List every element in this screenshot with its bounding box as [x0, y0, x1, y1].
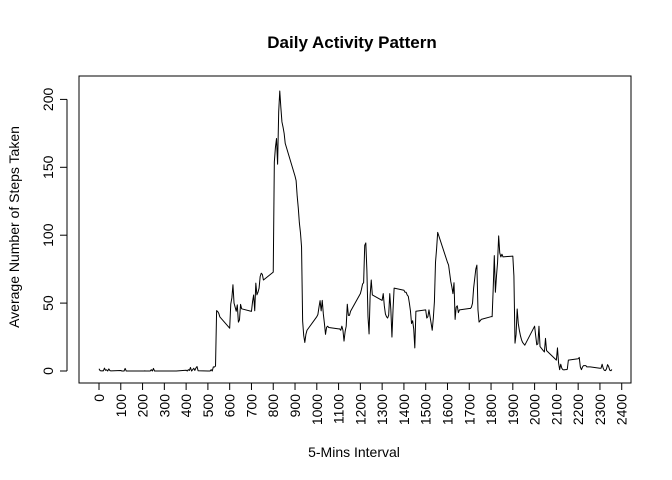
x-tick-label: 1800	[483, 394, 499, 425]
x-tick-label: 900	[287, 394, 303, 418]
x-tick-label: 800	[265, 394, 281, 418]
x-tick-label: 0	[91, 394, 107, 402]
x-tick-label: 100	[113, 394, 129, 418]
series-line	[98, 90, 613, 372]
y-tick-label: 150	[40, 155, 56, 179]
x-tick-label: 1000	[309, 394, 325, 425]
x-tick-label: 700	[243, 394, 259, 418]
x-tick-label: 1500	[418, 394, 434, 425]
x-tick-label: 1300	[374, 394, 390, 425]
x-tick-label: 1200	[352, 394, 368, 425]
y-tick-label: 50	[40, 295, 56, 311]
x-tick-label: 200	[135, 394, 151, 418]
x-tick-label: 2000	[527, 394, 543, 425]
y-tick-label: 200	[40, 88, 56, 112]
x-tick-label: 600	[222, 394, 238, 418]
y-tick-label: 0	[40, 367, 56, 375]
x-tick-label: 1600	[439, 394, 455, 425]
x-tick-label: 1100	[331, 394, 347, 424]
x-axis-label: 5-Mins Interval	[308, 444, 400, 460]
x-tick-label: 2200	[570, 394, 586, 425]
x-tick-label: 500	[200, 394, 216, 418]
x-axis: 0 100 200 300 400 500 600 700 800 900 1000 1100 1200…	[91, 382, 630, 425]
x-tick-label: 400	[178, 394, 194, 418]
x-tick-label: 1700	[461, 394, 477, 425]
y-axis: 0 50 100 150 200	[40, 88, 68, 375]
x-tick-label: 300	[156, 394, 172, 418]
x-tick-label: 1400	[396, 394, 412, 425]
x-tick-label: 1900	[505, 394, 521, 425]
series-layer	[98, 90, 613, 372]
y-axis-label: Average Number of Steps Taken	[6, 126, 22, 328]
chart-title: Daily Activity Pattern	[267, 33, 436, 52]
y-tick-label: 100	[40, 223, 56, 247]
x-tick-label: 2400	[614, 394, 630, 425]
x-tick-label: 2300	[592, 394, 608, 425]
x-tick-label: 2100	[548, 394, 564, 425]
